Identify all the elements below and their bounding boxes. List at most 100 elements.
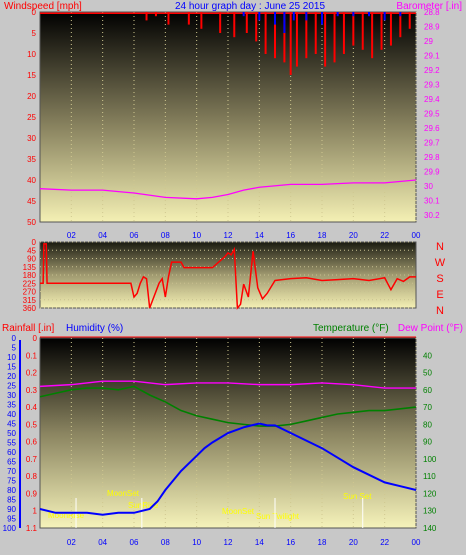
rainfall-tick-label: 0.7 bbox=[26, 455, 38, 464]
direction-tick-label: 315 bbox=[23, 296, 37, 305]
humidity-tick-label: 0 bbox=[12, 334, 17, 343]
humidity-tick-label: 20 bbox=[7, 372, 16, 381]
rainfall-tick-label: 0.2 bbox=[26, 369, 38, 378]
moonrise-annotation: MoonRise bbox=[48, 511, 85, 520]
rainfall-tick-label: 0.5 bbox=[26, 420, 38, 429]
barometer-tick-label: 28.8 bbox=[424, 8, 440, 17]
barometer-tick-label: 30.1 bbox=[424, 196, 440, 205]
compass-label-w: W bbox=[435, 257, 446, 269]
barometer-tick-label: 29.4 bbox=[424, 95, 440, 104]
compass-label-s: S bbox=[436, 273, 443, 285]
temperature-tick-label: 100 bbox=[423, 455, 437, 464]
rainfall-tick-label: 0.6 bbox=[26, 438, 38, 447]
humidity-tick-label: 50 bbox=[7, 429, 16, 438]
barometer-tick-label: 29.2 bbox=[424, 66, 440, 75]
windspeed-tick-label: 30 bbox=[27, 134, 36, 143]
temperature-tick-label: 50 bbox=[423, 369, 432, 378]
temperature-tick-label: 140 bbox=[423, 524, 437, 533]
humidity-tick-label: 15 bbox=[7, 363, 16, 372]
hour-tick-label: 14 bbox=[255, 231, 264, 240]
wind-direction-line bbox=[40, 243, 416, 310]
humidity-tick-label: 70 bbox=[7, 467, 16, 476]
humidity-tick-label: 45 bbox=[7, 420, 16, 429]
twilight-annotation: Sun Twilight bbox=[256, 512, 300, 521]
barometer-tick-label: 28.9 bbox=[424, 22, 440, 31]
hour-tick-label: 18 bbox=[318, 538, 327, 547]
hour-tick-label: 12 bbox=[224, 538, 233, 547]
direction-tick-label: 135 bbox=[23, 263, 37, 272]
hour-tick-label: 10 bbox=[192, 538, 201, 547]
temperature-axis-title: Temperature (°F) bbox=[313, 323, 389, 334]
hour-tick-label: 14 bbox=[255, 538, 264, 547]
humidity-tick-label: 85 bbox=[7, 496, 16, 505]
windspeed-tick-label: 20 bbox=[27, 92, 36, 101]
windspeed-tick-label: 45 bbox=[27, 197, 36, 206]
barometer-line bbox=[39, 179, 417, 200]
temperature-tick-label: 130 bbox=[423, 507, 437, 516]
temperature-line bbox=[39, 385, 417, 427]
humidity-tick-label: 25 bbox=[7, 382, 16, 391]
hour-tick-label: 22 bbox=[380, 231, 389, 240]
humidity-tick-label: 90 bbox=[7, 505, 16, 514]
temperature-tick-label: 70 bbox=[423, 403, 432, 412]
temperature-tick-label: 60 bbox=[423, 386, 432, 395]
humidity-tick-label: 80 bbox=[7, 486, 16, 495]
hour-tick-label: 02 bbox=[67, 538, 76, 547]
moonset-bottom-annotation: MoonSet bbox=[222, 507, 255, 516]
direction-tick-label: 90 bbox=[27, 255, 36, 264]
rainfall-axis-title: Rainfall [.in] bbox=[2, 323, 54, 334]
barometer-tick-label: 29 bbox=[424, 37, 433, 46]
hour-tick-label: 16 bbox=[286, 231, 295, 240]
barometer-tick-label: 29.3 bbox=[424, 80, 440, 89]
windspeed-tick-label: 40 bbox=[27, 176, 36, 185]
temperature-tick-label: 40 bbox=[423, 351, 432, 360]
humidity-tick-label: 60 bbox=[7, 448, 16, 457]
rainfall-tick-label: 0.1 bbox=[26, 351, 38, 360]
compass-label-n-bottom: N bbox=[436, 305, 444, 317]
chart-title: 24 hour graph day : June 25 2015 bbox=[175, 1, 326, 12]
humidity-tick-label: 10 bbox=[7, 353, 16, 362]
humidity-axis-title: Humidity (%) bbox=[66, 323, 123, 334]
humidity-tick-label: 5 bbox=[12, 344, 17, 353]
direction-tick-label: 270 bbox=[23, 288, 37, 297]
barometer-tick-label: 30 bbox=[424, 182, 433, 191]
hour-tick-label: 08 bbox=[161, 231, 170, 240]
dewpoint-line bbox=[39, 380, 416, 389]
hour-tick-label: 16 bbox=[286, 538, 295, 547]
temperature-tick-label: 120 bbox=[423, 489, 437, 498]
compass-label-n-top: N bbox=[436, 241, 444, 253]
rainfall-tick-label: 0 bbox=[33, 334, 38, 343]
rainfall-tick-label: 0.9 bbox=[26, 489, 38, 498]
windspeed-tick-label: 10 bbox=[27, 50, 36, 59]
humidity-tick-label: 40 bbox=[7, 410, 16, 419]
direction-tick-label: 360 bbox=[23, 304, 37, 313]
hour-tick-label: 10 bbox=[192, 231, 201, 240]
humidity-tick-label: 75 bbox=[7, 477, 16, 486]
humidity-tick-label: 95 bbox=[7, 515, 16, 524]
humidity-tick-label: 30 bbox=[7, 391, 16, 400]
barometer-tick-label: 29.7 bbox=[424, 138, 440, 147]
hour-tick-label: 08 bbox=[161, 538, 170, 547]
hour-tick-label: 02 bbox=[67, 231, 76, 240]
barometer-axis-title: Barometer [.in] bbox=[396, 1, 462, 12]
direction-tick-label: 180 bbox=[23, 271, 37, 280]
humidity-tick-label: 100 bbox=[3, 524, 17, 533]
hour-tick-label: 06 bbox=[130, 231, 139, 240]
hour-tick-label: 00 bbox=[412, 538, 421, 547]
humidity-line bbox=[39, 422, 417, 516]
rainfall-tick-label: 0.8 bbox=[26, 472, 38, 481]
sunset-annotation: Sun Set bbox=[343, 492, 372, 501]
barometer-tick-label: 29.8 bbox=[424, 153, 440, 162]
hour-tick-label: 12 bbox=[224, 231, 233, 240]
windspeed-tick-label: 0 bbox=[32, 8, 37, 17]
temperature-tick-label: 110 bbox=[423, 472, 436, 481]
direction-tick-label: 0 bbox=[32, 238, 37, 247]
humidity-tick-label: 35 bbox=[7, 401, 16, 410]
hour-tick-label: 04 bbox=[98, 231, 107, 240]
sunrise-annotation: SunRise bbox=[128, 501, 159, 510]
hour-tick-label: 04 bbox=[98, 538, 107, 547]
temp-panel-background bbox=[39, 337, 417, 529]
windspeed-tick-label: 50 bbox=[27, 218, 36, 227]
